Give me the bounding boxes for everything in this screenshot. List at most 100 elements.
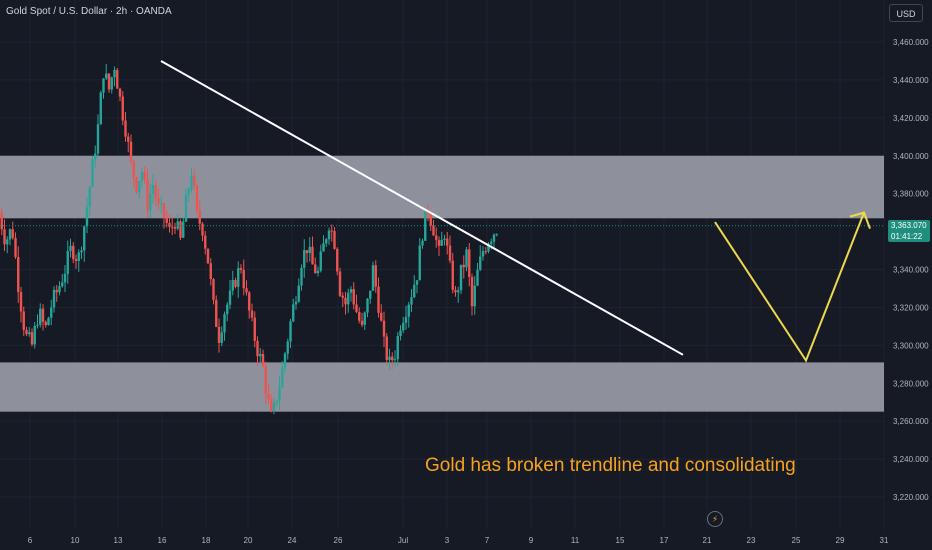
candle-body — [459, 264, 463, 291]
candle-body — [349, 289, 353, 293]
candle-body — [371, 265, 375, 291]
candle-body — [377, 286, 380, 313]
candle-body — [490, 241, 493, 245]
time-tick-label: 6 — [28, 536, 33, 545]
candle-body — [289, 321, 292, 342]
candle-body — [297, 285, 300, 302]
candle-body — [347, 292, 350, 305]
candle-body — [63, 273, 67, 283]
trendline[interactable] — [160, 60, 684, 356]
candle-body — [160, 203, 163, 205]
bar-countdown: 01:41:22 — [891, 232, 923, 241]
lightning-icon[interactable]: ⚡ — [707, 511, 723, 527]
time-tick-label: 26 — [334, 536, 343, 545]
price-tick-label: 3,280.000 — [893, 379, 929, 388]
candle-body — [336, 248, 339, 272]
candle-body — [215, 299, 218, 327]
candle-body — [129, 141, 133, 162]
candle-body — [96, 124, 100, 154]
candle-body — [275, 400, 278, 403]
time-tick-label: 3 — [445, 536, 450, 545]
time-tick-label: 7 — [485, 536, 490, 545]
currency-button[interactable]: USD — [889, 4, 923, 22]
candle-body — [127, 136, 130, 142]
candle-body — [6, 239, 9, 245]
candle-body — [220, 332, 223, 343]
candle-body — [55, 289, 58, 293]
support-zone[interactable] — [0, 362, 884, 412]
candle-body — [231, 280, 234, 291]
candle-body — [58, 286, 61, 293]
candle-body — [261, 353, 265, 366]
current-price-value: 3,363.070 — [891, 221, 927, 230]
candle-body — [154, 184, 157, 199]
time-tick-label: 15 — [616, 536, 625, 545]
time-tick-label: 17 — [660, 536, 669, 545]
candle-body — [360, 320, 364, 325]
candle-body — [168, 222, 171, 227]
candle-body — [143, 172, 146, 180]
candle-body — [303, 250, 306, 268]
candle-body — [380, 312, 383, 321]
candle-body — [110, 77, 113, 90]
candle-body — [410, 297, 413, 305]
price-axis[interactable]: 3,460.000 3,440.000 3,420.000 3,400.000 3,38… — [893, 38, 929, 502]
candle-body — [292, 304, 295, 322]
candle-body — [234, 280, 237, 287]
candle-body — [162, 203, 166, 218]
candle-body — [69, 245, 72, 252]
price-tick-label: 3,380.000 — [893, 190, 929, 199]
candle-body — [187, 189, 190, 195]
candle-body — [267, 393, 270, 400]
candle-body — [272, 402, 276, 412]
candle-body — [316, 270, 320, 274]
candle-body — [41, 308, 45, 322]
price-tick-label: 3,260.000 — [893, 417, 929, 426]
candle-body — [157, 198, 160, 204]
symbol-title[interactable]: Gold Spot / U.S. Dollar · 2h · OANDA — [6, 6, 172, 17]
time-tick-label: 23 — [747, 536, 756, 545]
candle-body — [305, 250, 309, 254]
candle-body — [47, 317, 50, 326]
drawings — [0, 60, 884, 363]
candle-body — [399, 330, 402, 337]
time-axis[interactable]: 6 10 13 16 18 20 24 26 Jul 3 7 9 11 15 17 21 23 25 29 31 — [28, 536, 889, 545]
candle-body — [391, 356, 394, 361]
candle-body — [36, 324, 39, 326]
candle-body — [94, 153, 97, 160]
candle-body — [437, 239, 441, 246]
candle-body — [8, 229, 12, 240]
price-tick-label: 3,420.000 — [893, 114, 929, 123]
candle-body — [286, 341, 289, 354]
candle-body — [435, 235, 438, 240]
candle-body — [363, 312, 366, 325]
candle-body — [388, 356, 391, 360]
candle-body — [374, 265, 377, 287]
candle-body — [402, 322, 405, 331]
candle-body — [314, 264, 317, 274]
price-tick-label: 3,440.000 — [893, 76, 929, 85]
candle-body — [369, 290, 372, 299]
candle-body — [77, 252, 80, 261]
projection-path[interactable] — [714, 212, 865, 363]
candle-body — [393, 359, 397, 361]
candle-body — [259, 353, 262, 357]
candle-body — [30, 332, 34, 345]
candle-body — [66, 251, 69, 274]
candle-body — [242, 269, 245, 289]
candle-body — [358, 311, 361, 321]
candle-body — [487, 244, 490, 252]
candle-body — [226, 304, 229, 315]
candle-body — [451, 260, 454, 290]
candle-body — [80, 250, 83, 253]
candle-series — [0, 64, 498, 415]
candle-body — [228, 290, 232, 305]
candle-body — [239, 268, 243, 270]
candle-body — [171, 226, 174, 228]
candle-body — [333, 230, 336, 249]
candle-body — [308, 246, 311, 254]
candle-body — [85, 207, 89, 227]
candle-body — [344, 297, 347, 305]
projection-arrowhead — [849, 211, 871, 229]
